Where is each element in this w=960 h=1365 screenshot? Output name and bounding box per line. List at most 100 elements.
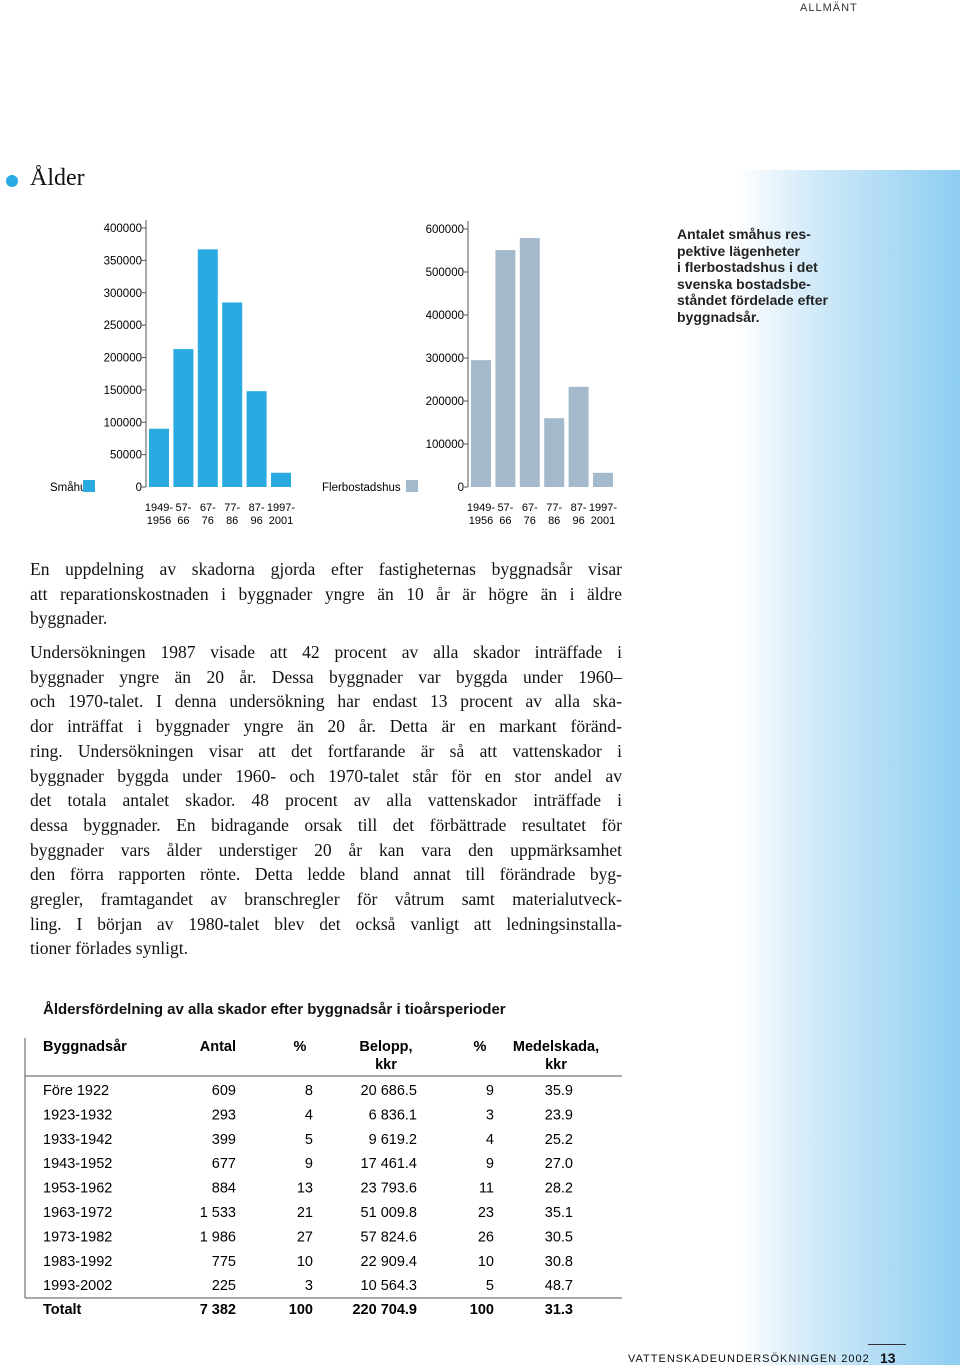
table-cell: 9 bbox=[486, 1083, 494, 1099]
table-cell: 775 bbox=[212, 1254, 236, 1270]
table-cell: 27 bbox=[297, 1229, 313, 1245]
table-cell: 51 009.8 bbox=[361, 1205, 417, 1221]
table-cell: 23 793.6 bbox=[361, 1181, 417, 1197]
table-cell: 23 bbox=[478, 1205, 494, 1221]
y-tick-label: 400000 bbox=[104, 223, 142, 235]
y-tick-label: 500000 bbox=[426, 267, 464, 279]
table-cell: 1993-2002 bbox=[43, 1278, 112, 1294]
section-label: ALLMÄNT bbox=[800, 2, 858, 14]
table-cell: 4 bbox=[486, 1132, 494, 1148]
table-cell: 28.2 bbox=[545, 1181, 573, 1197]
bar bbox=[593, 472, 613, 487]
column-header: kkr bbox=[375, 1057, 397, 1073]
text-line: byggnader yngre än 20 år. Dessa byggnade… bbox=[30, 666, 622, 687]
x-tick-label: 1949- bbox=[145, 502, 173, 514]
table-cell: 6 836.1 bbox=[369, 1107, 417, 1123]
table-cell: 677 bbox=[212, 1156, 236, 1172]
x-tick-label: 67- bbox=[200, 502, 216, 514]
x-tick-label: 87- bbox=[571, 502, 587, 514]
table-cell: 10 bbox=[297, 1254, 313, 1270]
x-tick-label: 77- bbox=[224, 502, 240, 514]
column-header: kkr bbox=[545, 1057, 567, 1073]
paragraph: En uppdelning av skadorna gjorda efter f… bbox=[30, 557, 622, 631]
x-tick-label: 77- bbox=[546, 502, 562, 514]
table-cell: 5 bbox=[486, 1278, 494, 1294]
table-cell: 13 bbox=[297, 1181, 313, 1197]
table-cell: 1963-1972 bbox=[43, 1205, 112, 1221]
column-header: % bbox=[294, 1039, 307, 1055]
y-tick-label: 200000 bbox=[426, 396, 464, 408]
table-cell: 1983-1992 bbox=[43, 1254, 112, 1270]
y-tick-label: 250000 bbox=[104, 320, 142, 332]
table-cell: 21 bbox=[297, 1205, 313, 1221]
y-tick-label: 0 bbox=[458, 482, 464, 494]
caption-line: byggnadsår. bbox=[677, 308, 760, 325]
x-tick-label: 57- bbox=[175, 502, 191, 514]
table-cell: 609 bbox=[212, 1083, 236, 1099]
bar bbox=[271, 472, 291, 487]
table-cell: 1 533 bbox=[200, 1205, 236, 1221]
x-tick-label: 76 bbox=[524, 515, 536, 527]
table-cell: 1973-1982 bbox=[43, 1229, 112, 1245]
charts: 0 50000 100000 150000 200000 250000 300000 3500… bbox=[50, 220, 617, 527]
caption-line: i flerbostadshus i det bbox=[677, 259, 818, 275]
text-line: att reparationskostnaden i byggnader yng… bbox=[30, 583, 622, 604]
table-cell: 1943-1952 bbox=[43, 1156, 112, 1172]
bar bbox=[495, 250, 516, 487]
x-tick-label: 96 bbox=[250, 515, 262, 527]
table-cell: 23.9 bbox=[545, 1107, 573, 1123]
table-cell: 20 686.5 bbox=[361, 1083, 417, 1099]
y-tick-label: 0 bbox=[136, 482, 142, 494]
text-line: tioner förlades synligt. bbox=[30, 938, 188, 959]
paragraph: Undersökningen 1987 visade att 42 procen… bbox=[30, 640, 622, 961]
x-tick-label: 66 bbox=[177, 515, 189, 527]
legend-swatch bbox=[83, 480, 95, 492]
table-cell: 48.7 bbox=[545, 1278, 573, 1294]
x-tick-label: 2001 bbox=[591, 515, 615, 527]
table: Byggnadsår Antal% Belopp, kkr% Medelskada, kk… bbox=[24, 1038, 622, 1318]
table-cell: 5 bbox=[305, 1132, 313, 1148]
y-tick-label: 50000 bbox=[110, 450, 142, 462]
table-total: 7 382 bbox=[200, 1302, 236, 1318]
x-tick-label: 76 bbox=[202, 515, 214, 527]
x-tick-label: 66 bbox=[499, 515, 511, 527]
rule bbox=[868, 1344, 906, 1345]
table-cell: 27.0 bbox=[545, 1156, 573, 1172]
x-tick-label: 86 bbox=[226, 515, 238, 527]
legend-swatch bbox=[406, 480, 418, 492]
x-tick-label: 1956 bbox=[147, 515, 171, 527]
table-cell: 3 bbox=[486, 1107, 494, 1123]
table-cell: 35.1 bbox=[545, 1205, 573, 1221]
table-cell: 30.5 bbox=[545, 1229, 573, 1245]
x-tick-label: 2001 bbox=[269, 515, 293, 527]
table-cell: 884 bbox=[212, 1181, 236, 1197]
table-cell: 35.9 bbox=[545, 1083, 573, 1099]
table-cell: 11 bbox=[479, 1181, 494, 1197]
y-tick-label: 100000 bbox=[426, 439, 464, 451]
table-total: 100 bbox=[470, 1302, 494, 1318]
text-line: Undersökningen 1987 visade att 42 procen… bbox=[30, 642, 622, 662]
column-header: Belopp, bbox=[359, 1039, 412, 1055]
legend-label: Småhus bbox=[50, 482, 92, 494]
table-cell: 30.8 bbox=[545, 1254, 573, 1270]
x-tick-label: 1997- bbox=[267, 502, 295, 514]
text-line: dor inträffat i byggnader yngre än 20 år… bbox=[30, 716, 622, 737]
legend-label: Flerbostadshus bbox=[322, 482, 401, 494]
caption-line: pektive lägenheter bbox=[677, 242, 800, 259]
table-cell: 10 bbox=[478, 1254, 494, 1270]
bar bbox=[197, 249, 218, 487]
x-tick-label: 96 bbox=[572, 515, 584, 527]
table-total: 220 704.9 bbox=[352, 1302, 417, 1318]
column-header: Medelskada, bbox=[513, 1039, 599, 1055]
table-total: Totalt bbox=[43, 1302, 82, 1318]
text-line: det totala antalet skador. 48 procent av… bbox=[30, 790, 622, 811]
column-header: % bbox=[474, 1039, 487, 1055]
bar bbox=[568, 386, 589, 487]
heading: Ålder bbox=[30, 165, 85, 191]
text-line: ling. I början av 1980-talet blev det oc… bbox=[30, 913, 622, 934]
text-line: den förra rapporten rönte. Detta ledde b… bbox=[30, 864, 622, 885]
column-header: Byggnadsår bbox=[43, 1039, 127, 1055]
y-tick-label: 400000 bbox=[426, 310, 464, 322]
footer: VATTENSKADEUNDERSÖKNINGEN 2002 bbox=[628, 1353, 870, 1365]
